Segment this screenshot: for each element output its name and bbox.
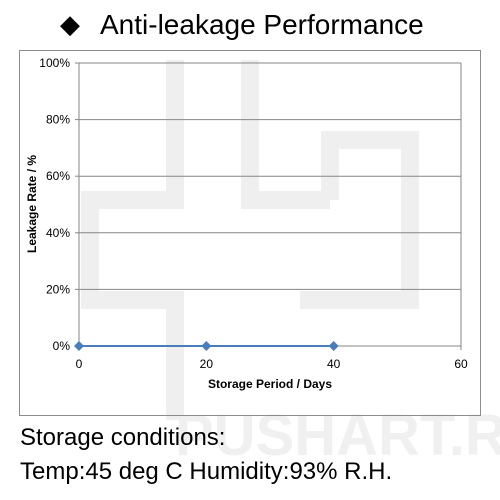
y-tick-label: 80% [46, 113, 70, 127]
storage-conditions-heading: Storage conditions: [20, 424, 226, 451]
x-tick-label: 40 [327, 357, 341, 371]
data-point-marker [201, 341, 212, 351]
y-tick-label: 100% [39, 56, 70, 70]
title-row: ◆ Anti-leakage Performance [60, 6, 424, 44]
x-tick-labels: 0 20 40 60 [76, 357, 468, 371]
chart-title: Anti-leakage Performance [100, 9, 424, 40]
y-tick-labels: 0% 20% 40% 60% 80% 100% [39, 56, 70, 353]
x-tick-label: 0 [76, 357, 83, 371]
x-tick-label: 60 [454, 357, 468, 371]
data-point-marker [74, 341, 84, 351]
series [74, 341, 339, 351]
chart-frame [19, 50, 481, 416]
y-tick-label: 60% [46, 169, 70, 183]
y-tick-label: 20% [46, 282, 70, 296]
storage-conditions-detail: Temp:45 deg C Humidity:93% R.H. [20, 458, 393, 485]
y-tick-label: 40% [46, 226, 70, 240]
line-chart: 0% 20% 40% 60% 80% 100% 0 20 40 60 Leakage Rate … [25, 56, 468, 391]
diamond-bullet-icon: ◆ [60, 10, 80, 40]
data-point-marker [328, 341, 339, 351]
x-axis-label: Storage Period / Days [208, 377, 332, 391]
axes [75, 62, 462, 350]
y-axis-label: Leakage Rate / % [25, 155, 39, 253]
x-tick-label: 20 [200, 357, 214, 371]
y-tick-label: 0% [53, 339, 71, 353]
grid-lines [79, 62, 462, 346]
